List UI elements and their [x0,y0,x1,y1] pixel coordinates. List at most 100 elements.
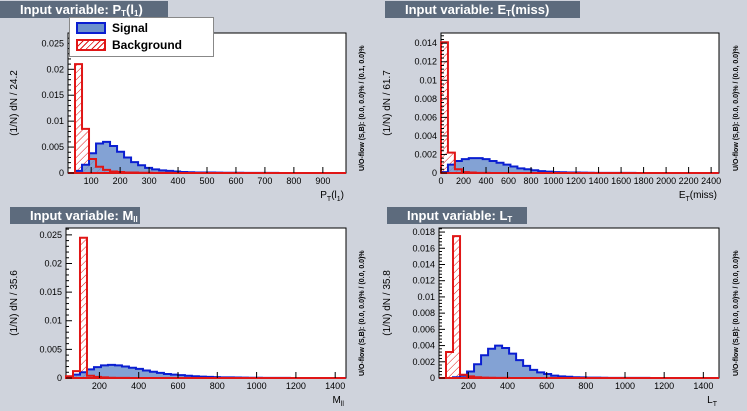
y-tick-label: 0.025 [39,230,62,240]
x-tick-label: 200 [456,176,471,186]
x-tick-label: 200 [92,381,107,391]
chart-mll: 0 0.005 0.01 0.015 0.02 0.025 200 400 600 800 1000… [9,227,366,408]
y-tick-label: 0.02 [46,64,64,74]
chart-panel-lt: 0 0.002 0.004 0.006 0.008 0.01 0.012 0.014 0.016… [373,205,747,411]
y-tick-label: 0.012 [414,57,437,67]
y-tick-label: 0.002 [414,149,437,159]
x-tick-label: 400 [479,176,494,186]
x-axis-label: LT [707,395,718,408]
x-tick-label: 1400 [589,176,609,186]
y-tick-label: 0.014 [414,38,437,48]
legend-item-signal: Signal [76,20,148,36]
x-tick-label: 300 [142,176,157,186]
background-histogram-outline [68,63,346,174]
y-tick-label: 0.012 [412,276,435,286]
x-axis-label: ET(miss) [679,190,717,203]
x-tick-label: 1000 [615,381,635,391]
x-tick-label: 600 [228,176,243,186]
background-histogram-outline [439,235,719,379]
x-tick-label: 100 [84,176,99,186]
y-tick-label: 0.002 [412,357,435,367]
x-tick-label: 800 [286,176,301,186]
y-tick-label: 0.008 [412,308,435,318]
y-tick-label: 0.01 [44,316,62,326]
background-histogram-outline [440,41,719,174]
overflow-label: U/O-flow (S,B): (0.0, 0.0)% / (0.0, 0.0)… [733,250,740,376]
y-tick-label: 0.005 [41,142,64,152]
y-tick-label: 0.006 [412,324,435,334]
x-tick-label: 2400 [701,176,721,186]
chart-panel-pt-l1: 0 0.005 0.01 0.015 0.02 0.025 100 200 300 400 500 6… [0,0,373,205]
x-tick-label: 1000 [247,381,267,391]
y-tick-label: 0 [59,168,64,178]
y-tick-label: 0.025 [41,38,64,48]
x-tick-label: 1400 [693,381,713,391]
y-tick-label: 0.004 [412,341,435,351]
x-tick-label: 200 [113,176,128,186]
y-tick-label: 0.008 [414,94,437,104]
x-tick-label: 600 [501,176,516,186]
chart-et-miss: 0 0.002 0.004 0.006 0.008 0.01 0.012 0.014 0 200 4… [382,32,740,203]
x-tick-label: 800 [578,381,593,391]
x-tick-label: 1400 [325,381,345,391]
x-tick-label: 500 [199,176,214,186]
y-tick-label: 0.015 [39,287,62,297]
x-tick-label: 900 [315,176,330,186]
y-axis-label: (1/N) dN / 61.7 [382,70,393,136]
x-axis-label: Mll [333,395,345,408]
x-tick-label: 800 [210,381,225,391]
x-tick-label: 700 [257,176,272,186]
signal-swatch [76,22,106,34]
chart-title: Input variable: LT [387,207,527,224]
y-tick-label: 0 [432,168,437,178]
chart-title: Input variable: ET(miss) [385,1,580,18]
x-tick-label: 400 [500,381,515,391]
x-tick-label: 600 [539,381,554,391]
overflow-label: U/O-flow (S,B): (0.0, 0.0)% / (0.0, 0.0)… [733,45,740,171]
y-tick-label: 0.006 [414,112,437,122]
x-tick-label: 400 [131,381,146,391]
y-tick-label: 0.015 [41,90,64,100]
x-tick-label: 1200 [566,176,586,186]
chart-panel-et-miss: 0 0.002 0.004 0.006 0.008 0.01 0.012 0.014 0 200 4… [373,0,747,205]
x-tick-label: 0 [438,176,443,186]
x-tick-label: 800 [524,176,539,186]
y-tick-label: 0 [430,373,435,383]
chart-title: Input variable: PT(l1) [0,1,168,18]
overflow-label: U/O-flow (S,B): (0.0, 0.0)% / (0.0, 0.0)… [359,250,366,376]
legend-item-background: Background [76,37,182,53]
y-tick-label: 0.01 [46,116,64,126]
chart-panel-mll: 0 0.005 0.01 0.015 0.02 0.025 200 400 600 800 1000… [0,205,373,411]
legend: Signal Background [69,17,214,57]
y-tick-label: 0.014 [412,259,435,269]
y-axis-label: (1/N) dN / 35.8 [382,270,393,336]
x-tick-label: 600 [170,381,185,391]
x-tick-label: 2200 [679,176,699,186]
x-tick-label: 200 [461,381,476,391]
x-tick-label: 1000 [544,176,564,186]
background-swatch [76,39,106,51]
y-tick-label: 0.016 [412,243,435,253]
x-axis-label: PT(l1) [320,190,344,203]
x-tick-label: 1200 [286,381,306,391]
y-tick-label: 0.018 [412,227,435,237]
y-tick-label: 0.004 [414,131,437,141]
background-histogram-outline [65,236,346,379]
chart-title: Input variable: Mll [10,207,140,224]
x-tick-label: 2000 [656,176,676,186]
chart-lt: 0 0.002 0.004 0.006 0.008 0.01 0.012 0.014 0.016… [382,227,740,408]
y-tick-label: 0.01 [419,75,437,85]
plot-area [65,227,347,379]
plot-area [440,32,720,174]
y-tick-label: 0.005 [39,344,62,354]
x-tick-label: 1800 [634,176,654,186]
y-axis-label: (1/N) dN / 24.2 [9,70,20,136]
legend-label-signal: Signal [112,21,149,35]
x-tick-label: 400 [171,176,186,186]
y-axis-label: (1/N) dN / 35.6 [9,270,20,336]
legend-label-background: Background [112,38,183,52]
overflow-label: U/O-flow (S,B): (0.0, 0.0)% / (0.1, 0.0)… [359,45,366,171]
y-tick-label: 0.01 [417,292,435,302]
y-tick-label: 0.02 [44,258,62,268]
y-tick-label: 0 [57,373,62,383]
